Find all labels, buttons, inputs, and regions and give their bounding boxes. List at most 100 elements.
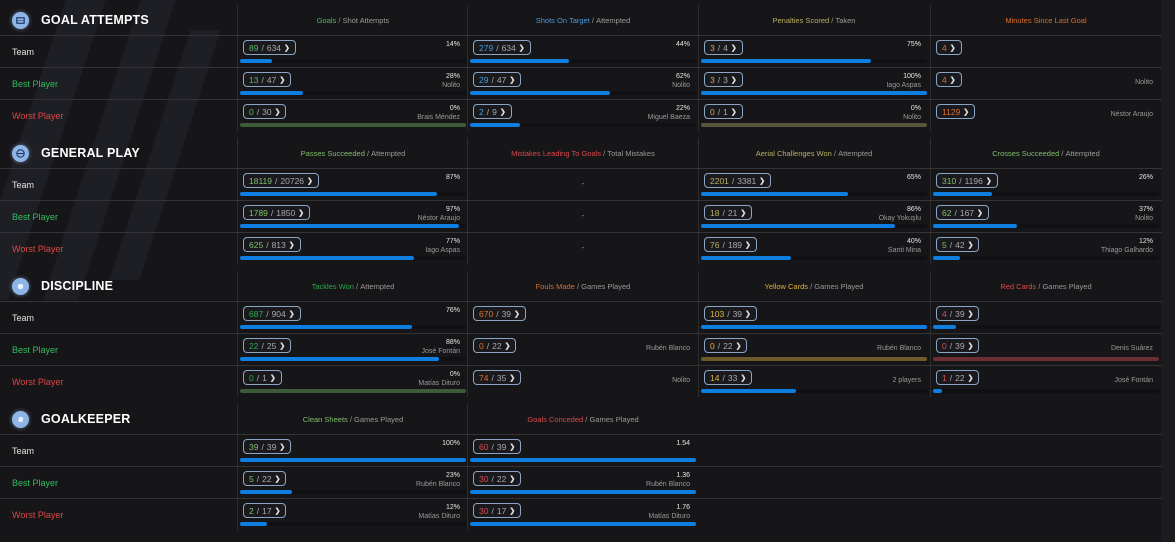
stat-pill-button[interactable]: 670/39 ❯ <box>473 306 526 321</box>
stat-numerator: 18119 <box>249 175 273 186</box>
column-header[interactable]: Goals / Shot Attempts <box>237 5 468 35</box>
column-header[interactable]: Penalties Scored / Taken <box>698 5 929 35</box>
stat-separator: / <box>491 372 494 383</box>
column-header[interactable]: Tackles Won / Attempted <box>237 271 468 301</box>
player-name[interactable]: José Fontán <box>1114 377 1153 384</box>
column-header[interactable]: Mistakes Leading To Goals / Total Mistak… <box>467 138 698 168</box>
stat-pill-button[interactable]: 13/47 ❯ <box>243 72 292 87</box>
player-name[interactable]: 2 players <box>892 377 921 384</box>
section-title: GOAL ATTEMPTS <box>12 5 149 35</box>
stat-pill-button[interactable]: 0/39 ❯ <box>936 338 980 353</box>
stat-pill-button[interactable]: 4/39 ❯ <box>936 306 980 321</box>
stat-pill-button[interactable]: 76/189 ❯ <box>704 237 757 252</box>
player-name[interactable]: Iago Aspas <box>886 82 921 89</box>
player-name[interactable]: Brais Méndez <box>417 114 460 121</box>
column-header[interactable]: Passes Succeeded / Attempted <box>237 138 468 168</box>
player-name[interactable]: Rubén Blanco <box>646 481 690 488</box>
column-header[interactable]: Goals Conceded / Games Played <box>467 404 698 434</box>
stat-pill-button[interactable]: 18/21 ❯ <box>704 205 753 220</box>
stat-pill-button[interactable]: 29/47 ❯ <box>473 72 522 87</box>
stat-denominator: 189 <box>727 239 743 250</box>
column-header[interactable]: Minutes Since Last Goal <box>930 5 1161 35</box>
player-name[interactable]: José Fontán <box>421 348 460 355</box>
player-name[interactable]: Nolito <box>903 114 921 121</box>
metric-name: Penalties Scored <box>772 15 830 25</box>
right-edge-shade <box>1161 0 1175 542</box>
stat-pill-button[interactable]: 103/39 ❯ <box>704 306 757 321</box>
player-name[interactable]: Iago Aspas <box>425 247 460 254</box>
stat-pill-button[interactable]: 0/1 ❯ <box>704 104 743 119</box>
player-name[interactable]: Denis Suárez <box>1110 345 1153 352</box>
player-name[interactable]: Rubén Blanco <box>646 345 690 352</box>
stat-pill-button[interactable]: 89/634 ❯ <box>243 40 296 55</box>
player-name[interactable]: Matías Dituro <box>648 513 690 520</box>
progress-track <box>240 389 466 393</box>
stat-pill-button[interactable]: 3/3 ❯ <box>704 72 743 87</box>
header-separator: / <box>336 15 343 25</box>
stat-pill-button[interactable]: 625/813 ❯ <box>243 237 301 252</box>
row-label: Team <box>12 180 35 190</box>
player-name[interactable]: Thiago Galhardo <box>1100 247 1153 254</box>
stat-pill-button[interactable]: 5/22 ❯ <box>243 471 287 486</box>
stat-pill-button[interactable]: 310/1196 ❯ <box>936 173 998 188</box>
stat-numerator: 22 <box>249 340 259 351</box>
player-name[interactable]: Okay Yokuşlu <box>878 215 921 222</box>
stat-pill-button[interactable]: 18119/20726 ❯ <box>243 173 319 188</box>
stat-separator: / <box>275 175 278 186</box>
stat-pill-button[interactable]: 0/22 ❯ <box>704 338 748 353</box>
player-name[interactable]: Santi Mina <box>887 247 921 254</box>
stat-pill-button[interactable]: 1129 ❯ <box>936 104 976 119</box>
stat-pill-button[interactable]: 0/22 ❯ <box>473 338 517 353</box>
column-header[interactable]: Fouls Made / Games Played <box>467 271 698 301</box>
stat-pill-button[interactable]: 279/634 ❯ <box>473 40 531 55</box>
stat-pill-button[interactable]: 62/167 ❯ <box>936 205 989 220</box>
stat-pill-button[interactable]: 1789/1850 ❯ <box>243 205 311 220</box>
stat-pill-button[interactable]: 30/17 ❯ <box>473 503 522 518</box>
chevron-right-icon: ❯ <box>288 310 295 318</box>
column-header[interactable]: Shots On Target / Attempted <box>467 5 698 35</box>
stat-pill-button[interactable]: 4 ❯ <box>936 40 962 55</box>
column-header[interactable]: Aerial Challenges Won / Attempted <box>698 138 929 168</box>
stat-pill-button[interactable]: 2/9 ❯ <box>473 104 512 119</box>
player-name[interactable]: Nolito <box>672 377 690 384</box>
stat-pill-button[interactable]: 39/39 ❯ <box>243 439 292 454</box>
stat-pill-button[interactable]: 2201/3381 ❯ <box>704 173 772 188</box>
player-name[interactable]: Nolito <box>1135 215 1153 222</box>
stat-pill-button[interactable]: 3/4 ❯ <box>704 40 743 55</box>
stat-numerator: 279 <box>479 42 494 53</box>
player-name[interactable]: Nolito <box>442 82 460 89</box>
header-separator: / <box>347 414 355 424</box>
stat-pill-button[interactable]: 60/39 ❯ <box>473 439 522 454</box>
player-name[interactable]: Rubén Blanco <box>877 345 921 352</box>
column-header[interactable]: Clean Sheets / Games Played <box>237 404 468 434</box>
player-name[interactable]: Rubén Blanco <box>416 481 460 488</box>
stat-denominator: 39 <box>955 340 965 351</box>
stat-cell: 0/22 ❯ Rubén Blanco <box>698 334 929 365</box>
metric-name: Passes Succeeded <box>300 148 365 158</box>
player-name[interactable]: Nolito <box>1135 79 1153 86</box>
player-name[interactable]: Néstor Araujo <box>1110 111 1153 118</box>
stat-pill-button[interactable]: 4 ❯ <box>936 72 962 87</box>
player-name[interactable]: Matías Dituro <box>418 380 460 387</box>
stat-pill-button[interactable]: 5/42 ❯ <box>936 237 980 252</box>
column-header[interactable]: Yellow Cards / Games Played <box>698 271 929 301</box>
stat-pill-button[interactable]: 30/22 ❯ <box>473 471 522 486</box>
stat-pill-button[interactable]: 2/17 ❯ <box>243 503 287 518</box>
stat-pill-button[interactable]: 0/30 ❯ <box>243 104 287 119</box>
player-name[interactable]: Miguel Baeza <box>647 114 690 121</box>
stat-pill-button[interactable]: 14/33 ❯ <box>704 370 753 385</box>
player-name[interactable]: Nolito <box>672 82 690 89</box>
progress-track <box>240 123 466 127</box>
player-name[interactable]: Matías Dituro <box>418 513 460 520</box>
stat-pill-button[interactable]: 74/35 ❯ <box>473 370 522 385</box>
column-header[interactable]: Crosses Succeeded / Attempted <box>930 138 1161 168</box>
player-name[interactable]: Néstor Araujo <box>417 215 460 222</box>
stat-pill-button[interactable]: 1/22 ❯ <box>936 370 980 385</box>
stat-pill-button[interactable]: 22/25 ❯ <box>243 338 292 353</box>
stat-pill-button[interactable]: 687/904 ❯ <box>243 306 301 321</box>
stat-denominator: 634 <box>501 42 516 53</box>
column-header[interactable]: Red Cards / Games Played <box>930 271 1161 301</box>
stat-pill-button[interactable]: 0/1 ❯ <box>243 370 282 385</box>
stat-cell: 279/634 ❯ 44% <box>467 36 698 67</box>
stat-separator: / <box>722 207 725 218</box>
